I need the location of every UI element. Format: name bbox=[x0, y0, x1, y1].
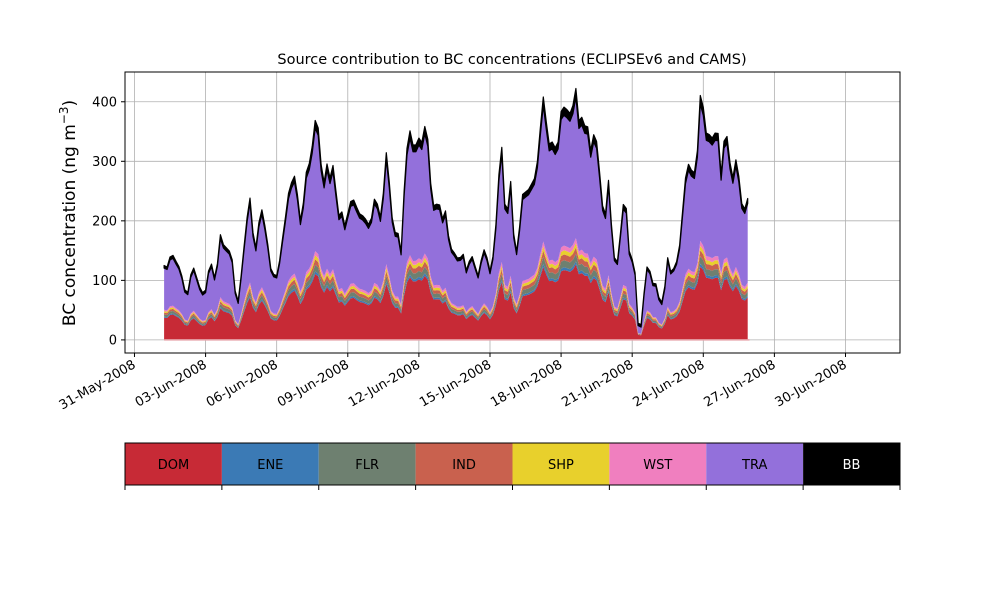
legend-swatch-bb bbox=[803, 443, 900, 485]
x-axis-ticks: 31-May-200803-Jun-200806-Jun-200809-Jun-… bbox=[57, 353, 850, 413]
legend-label-ind: IND bbox=[452, 458, 476, 473]
chart-title: Source contribution to BC concentrations… bbox=[277, 52, 746, 68]
area-tra bbox=[164, 97, 748, 334]
legend-label-shp: SHP bbox=[548, 458, 574, 473]
y-tick-label: 300 bbox=[92, 155, 117, 170]
x-tick-label: 09-Jun-2008 bbox=[275, 357, 352, 410]
y-axis-label-close: ) bbox=[60, 100, 80, 107]
legend-label-dom: DOM bbox=[158, 458, 189, 473]
y-tick-label: 400 bbox=[92, 95, 117, 110]
legend-label-tra: TRA bbox=[741, 458, 767, 473]
x-tick-label: 03-Jun-2008 bbox=[133, 357, 210, 410]
stacked-areas bbox=[163, 87, 750, 341]
x-tick-label: 30-Jun-2008 bbox=[773, 357, 850, 410]
y-axis-label-sup: −3 bbox=[57, 106, 71, 124]
x-tick-label: 24-Jun-2008 bbox=[630, 357, 707, 410]
legend-swatch-dom bbox=[125, 443, 222, 485]
plot-frame bbox=[124, 71, 901, 354]
y-axis-ticks: 0 100 200 300 400 bbox=[92, 95, 125, 348]
legend-label-flr: FLR bbox=[355, 458, 379, 473]
y-tick-label: 0 bbox=[109, 333, 117, 348]
legend-label-wst: WST bbox=[643, 458, 672, 473]
legend-colorbar: DOM ENE FLR IND SHP WST TRA BB bbox=[124, 442, 901, 490]
legend-swatch-flr bbox=[318, 443, 416, 485]
x-tick-label: 15-Jun-2008 bbox=[417, 357, 494, 410]
legend-label-bb: BB bbox=[843, 458, 861, 473]
area-bb bbox=[163, 87, 749, 328]
legend-swatch-wst bbox=[609, 443, 707, 485]
legend-swatch-shp bbox=[512, 443, 610, 485]
x-tick-label: 27-Jun-2008 bbox=[702, 357, 779, 410]
legend-swatch-tra bbox=[706, 443, 804, 485]
y-tick-label: 100 bbox=[92, 274, 117, 289]
y-tick-label: 200 bbox=[92, 214, 117, 229]
area-dom bbox=[164, 264, 748, 340]
x-tick-label: 31-May-2008 bbox=[57, 357, 139, 413]
legend-swatch-ene bbox=[221, 443, 319, 485]
x-tick-label: 18-Jun-2008 bbox=[488, 357, 565, 410]
y-axis-label-main: BC concentration (ng m bbox=[60, 124, 80, 326]
x-tick-label: 06-Jun-2008 bbox=[204, 357, 281, 410]
legend-label-ene: ENE bbox=[257, 458, 283, 473]
x-tick-label: 12-Jun-2008 bbox=[346, 357, 423, 410]
y-axis-label: BC concentration (ng m−3) bbox=[57, 100, 80, 326]
x-tick-label: 21-Jun-2008 bbox=[559, 357, 636, 410]
legend-swatch-ind bbox=[415, 443, 513, 485]
